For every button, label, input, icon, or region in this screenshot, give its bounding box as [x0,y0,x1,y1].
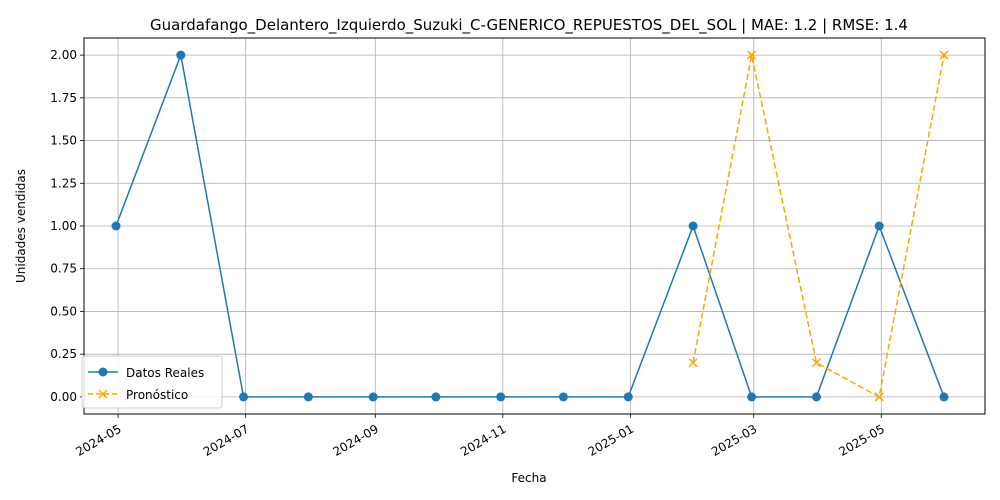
data-point-datos-reales [747,392,757,402]
data-point-datos-reales [623,392,633,402]
legend-label-datos-reales: Datos Reales [126,366,204,380]
data-point-datos-reales [431,392,441,402]
data-point-datos-reales [811,392,821,402]
data-point-datos-reales [239,392,249,402]
x-axis-label: Fecha [511,471,546,485]
data-point-pronostico [874,392,884,402]
y-axis-label: Unidades vendidas [14,169,28,283]
grid [84,38,985,414]
data-point-datos-reales [874,221,884,231]
data-point-datos-reales [688,221,698,231]
legend-label-pronostico: Pronóstico [126,388,188,402]
data-point-datos-reales [558,392,568,402]
y-tick-label: 1.75 [50,91,77,105]
y-tick-label: 0.00 [50,390,77,404]
y-axis: 0.00 0.25 0.50 0.75 1.00 1.25 1.50 1.75 2.00 [50,48,84,404]
data-point-datos-reales [368,392,378,402]
series-line-datos-reales [115,52,945,398]
series-layer [111,50,949,402]
y-tick-label: 2.00 [50,48,77,62]
y-tick-label: 1.50 [50,134,77,148]
series-line-pronostico [692,54,945,399]
data-point-pronostico [939,50,949,60]
data-point-pronostico [747,50,757,60]
legend-marker-datos-reales [98,367,108,377]
data-point-datos-reales [111,221,121,231]
chart-title: Guardafango_Delantero_Izquierdo_Suzuki_C… [150,16,908,35]
data-point-pronostico [811,358,821,368]
data-point-datos-reales [496,392,506,402]
legend: Datos Reales Pronóstico [81,355,223,409]
y-tick-label: 0.50 [50,304,77,318]
y-tick-label: 1.00 [50,219,77,233]
legend-marker-pronostico [98,389,108,399]
data-point-datos-reales [939,392,949,402]
y-tick-label: 1.25 [50,176,77,190]
data-point-datos-reales [303,392,313,402]
legend-box [81,355,223,409]
data-point-datos-reales [176,50,186,60]
y-tick-label: 0.75 [50,262,77,276]
y-tick-label: 0.25 [50,347,77,361]
data-point-pronostico [688,358,698,368]
